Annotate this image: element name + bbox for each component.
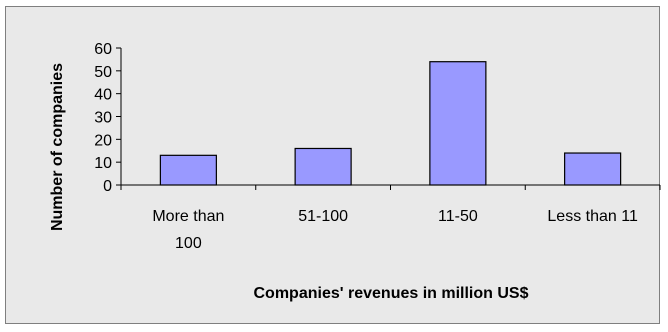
x-tick-label-line: 11-50 (438, 208, 478, 225)
y-tick-label: 30 (94, 110, 112, 127)
bar (294, 147, 352, 186)
x-tick-label-line: 51-100 (298, 208, 348, 225)
bar (159, 154, 217, 186)
plot-area: 0 10 20 30 40 50 60 More than 100 51-100 11-50 Less… (94, 41, 661, 252)
x-tick-label: 11-50 (438, 208, 478, 225)
x-tick-label-line: Less than 11 (547, 208, 638, 225)
y-tick-label: 0 (103, 178, 112, 195)
y-tick-label: 10 (94, 155, 112, 172)
x-tick-label-line: 100 (175, 235, 202, 252)
x-tick-label: 51-100 (298, 208, 348, 225)
y-axis-title: Number of companies (49, 63, 66, 231)
y-tick-label: 50 (94, 64, 112, 81)
x-axis-title: Companies' revenues in million US$ (254, 285, 529, 302)
y-tick-label: 60 (94, 41, 112, 58)
bar (429, 61, 487, 186)
y-tick-label: 20 (94, 132, 112, 149)
y-tick-label: 40 (94, 87, 112, 104)
x-tick-label-line: More than (152, 208, 224, 225)
bar (564, 152, 622, 186)
x-tick-label: Less than 11 (547, 208, 638, 225)
x-tick-label: More than 100 (152, 208, 224, 252)
